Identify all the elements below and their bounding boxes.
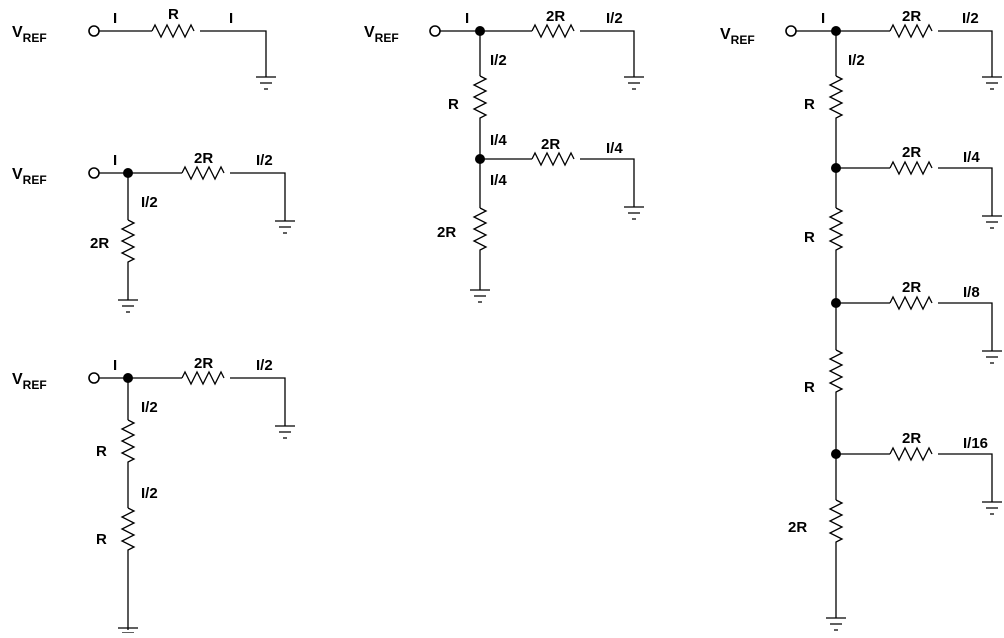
resistor-zigzag <box>828 207 844 350</box>
current-label: I/2 <box>490 52 507 69</box>
wire <box>230 172 286 221</box>
resistor-zigzag <box>531 151 575 167</box>
vref-terminal <box>88 25 100 37</box>
current-label: I/2 <box>141 194 158 211</box>
resistor-zigzag <box>828 349 844 500</box>
resistor-zigzag <box>889 295 933 311</box>
current-label: I/2 <box>848 52 865 69</box>
circuit-5-four-stage-ladder: VREF I 2R I/2 I/2 R 2R I/4 R <box>720 8 1002 631</box>
ground-symbol <box>982 501 1002 515</box>
vref-terminal <box>88 372 100 384</box>
resistor-zigzag <box>531 23 575 39</box>
resistor-label: R <box>96 443 107 460</box>
resistor-zigzag <box>889 160 933 176</box>
circuit-1-single-resistor: VREF I R I <box>12 6 276 90</box>
current-label: I <box>113 152 117 169</box>
resistor-label: 2R <box>902 144 921 161</box>
wire <box>938 453 993 502</box>
current-label: I/2 <box>606 10 623 27</box>
wire <box>230 377 286 426</box>
vref-terminal <box>785 25 797 37</box>
resistor-zigzag <box>828 499 844 618</box>
resistor-zigzag <box>181 165 225 181</box>
current-label: I/8 <box>963 284 980 301</box>
vref-label: VREF <box>364 24 399 45</box>
current-label: I/2 <box>256 152 273 169</box>
vref-terminal <box>429 25 441 37</box>
resistor-zigzag <box>889 23 933 39</box>
resistor-zigzag <box>472 75 488 208</box>
resistor-label: 2R <box>902 8 921 25</box>
ground-symbol <box>118 299 138 313</box>
resistor-label: R <box>804 229 815 246</box>
current-label: I/4 <box>490 132 507 149</box>
resistor-label: 2R <box>194 150 213 167</box>
vref-label: VREF <box>12 166 47 187</box>
current-label: I/2 <box>141 485 158 502</box>
circuit-4-two-stage-ladder: VREF I 2R I/2 I/2 R I/4 2R I/4 I/4 2R <box>364 8 644 303</box>
ground-symbol <box>470 289 490 303</box>
current-label: I/2 <box>141 399 158 416</box>
resistor-zigzag <box>828 75 844 208</box>
vref-label: VREF <box>12 371 47 392</box>
vref-label: VREF <box>12 24 47 45</box>
wire <box>580 30 635 77</box>
resistor-zigzag <box>120 419 136 508</box>
resistor-label: R <box>804 379 815 396</box>
resistor-zigzag <box>120 219 136 300</box>
current-label: I/4 <box>490 172 507 189</box>
wire <box>200 30 267 77</box>
wire <box>580 158 635 207</box>
ground-symbol <box>624 76 644 90</box>
ground-symbol <box>275 220 295 234</box>
ground-symbol <box>624 206 644 220</box>
wire <box>938 30 993 77</box>
resistor-label: 2R <box>194 355 213 372</box>
current-label: I <box>229 10 233 27</box>
resistor-label: 2R <box>437 224 456 241</box>
resistor-zigzag <box>120 507 136 630</box>
ground-symbol <box>982 76 1002 90</box>
current-label: I/4 <box>963 149 980 166</box>
resistor-label: 2R <box>902 279 921 296</box>
ground-symbol <box>275 425 295 439</box>
wire <box>938 167 993 216</box>
current-label: I/16 <box>963 435 988 452</box>
resistor-zigzag <box>151 23 195 39</box>
resistor-zigzag <box>472 207 488 290</box>
wire <box>938 302 993 351</box>
ground-symbol <box>826 617 846 631</box>
resistor-label: R <box>96 531 107 548</box>
resistor-label: 2R <box>541 136 560 153</box>
resistor-label: R <box>804 96 815 113</box>
resistor-label: R <box>448 96 459 113</box>
vref-label: VREF <box>720 26 755 47</box>
resistor-label: R <box>168 6 179 23</box>
circuit-3-r-r-shunt: VREF I 2R I/2 I/2 R I/2 R <box>12 355 295 634</box>
resistor-zigzag <box>181 370 225 386</box>
ground-symbol <box>256 76 276 90</box>
current-label: I/2 <box>962 10 979 27</box>
ground-symbol <box>982 215 1002 229</box>
resistor-zigzag <box>889 446 933 462</box>
ground-symbol <box>982 350 1002 364</box>
circuit-2-two-r-shunt: VREF I 2R I/2 I/2 2R <box>12 150 295 313</box>
current-label: I <box>821 10 825 27</box>
resistor-label: 2R <box>788 519 807 536</box>
current-label: I/4 <box>606 140 623 157</box>
resistor-label: 2R <box>546 8 565 25</box>
current-label: I <box>113 357 117 374</box>
resistor-label: 2R <box>902 430 921 447</box>
current-label: I <box>113 10 117 27</box>
current-label: I/2 <box>256 357 273 374</box>
resistor-label: 2R <box>90 235 109 252</box>
vref-terminal <box>88 167 100 179</box>
current-label: I <box>465 10 469 27</box>
